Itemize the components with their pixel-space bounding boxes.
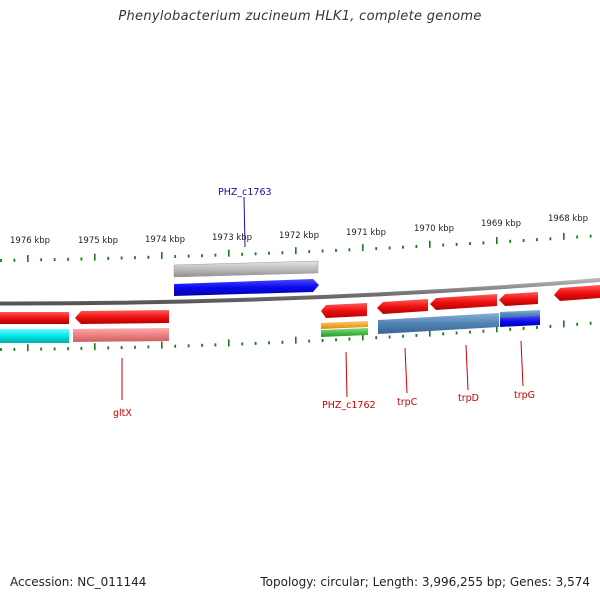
label-leaders [121, 196, 524, 400]
upper-tick-row [0, 232, 592, 262]
ruler-labels: 1976 kbp 1975 kbp 1974 kbp 1973 kbp 1972… [10, 214, 588, 246]
label-trpd: trpD [458, 393, 479, 404]
red-feature-far-left[interactable] [0, 312, 69, 324]
cyan-feature[interactable] [0, 329, 69, 343]
leader-trpc [404, 347, 408, 394]
gene-gltx[interactable] [75, 310, 169, 324]
gene-trpc[interactable] [377, 299, 428, 314]
tick-label-1971: 1971 kbp [346, 228, 386, 238]
blue-feature-small[interactable] [500, 316, 540, 327]
map-title: Phenylobacterium zucineum HLK1, complete… [118, 9, 482, 24]
lower-tick-row [0, 320, 592, 352]
tick-label-1970: 1970 kbp [414, 224, 454, 234]
label-trpg: trpG [514, 390, 535, 401]
green-feature[interactable] [321, 328, 368, 337]
tick-label-1973: 1973 kbp [212, 233, 252, 243]
tick-label-1974: 1974 kbp [145, 235, 185, 245]
outer-features [173, 260, 319, 296]
accession-text: Accession: NC_011144 [10, 575, 147, 589]
gene-trpd[interactable] [430, 294, 497, 310]
gray-feature-upper[interactable] [173, 260, 319, 278]
label-gltx: gltX [113, 408, 132, 419]
red-feature-far-right[interactable] [554, 285, 600, 301]
tick-label-1976: 1976 kbp [10, 236, 50, 246]
leader-phz-c1763 [243, 196, 246, 248]
gene-phz-c1762[interactable] [321, 303, 367, 318]
steel-feature[interactable] [378, 313, 499, 334]
gene-labels: PHZ_c1763 gltX PHZ_c1762 trpC trpD trpG [113, 187, 535, 419]
label-phz-c1762: PHZ_c1762 [322, 400, 376, 411]
leader-trpg [520, 340, 524, 387]
leader-phz-c1762 [345, 351, 348, 398]
pink-feature[interactable] [73, 328, 169, 342]
tick-label-1968: 1968 kbp [548, 214, 588, 224]
gene-trpg[interactable] [499, 292, 538, 306]
tick-label-1975: 1975 kbp [78, 236, 118, 246]
orange-feature[interactable] [321, 321, 368, 329]
gene-phz-c1763[interactable] [174, 279, 319, 296]
label-trpc: trpC [397, 397, 418, 408]
genome-stats-text: Topology: circular; Length: 3,996,255 bp… [260, 575, 590, 589]
leader-trpd [465, 344, 469, 391]
label-phz-c1763: PHZ_c1763 [218, 187, 272, 198]
genome-backbone [0, 278, 600, 306]
tick-label-1972: 1972 kbp [279, 231, 319, 241]
inner-features [0, 285, 600, 343]
tick-label-1969: 1969 kbp [481, 219, 521, 229]
